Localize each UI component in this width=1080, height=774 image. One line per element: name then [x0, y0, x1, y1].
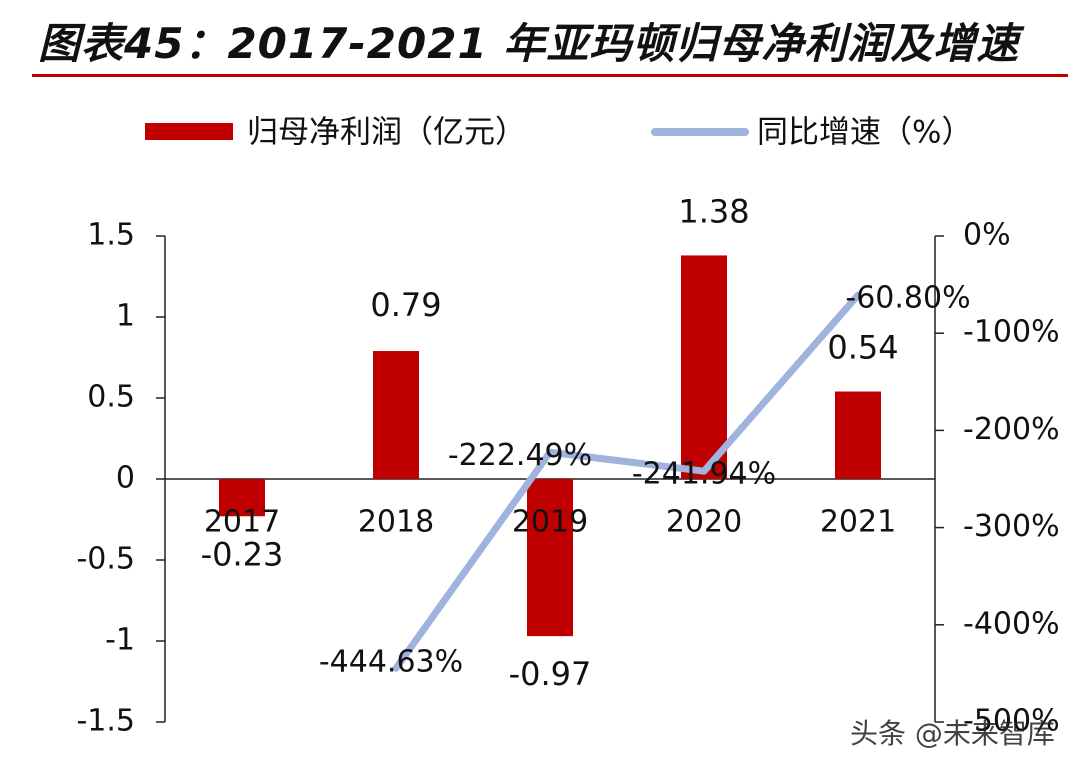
bar-2021	[835, 391, 881, 479]
title-area: 图表45：2017-2021 年亚玛顿归母净利润及增速	[0, 0, 1080, 80]
left-tick-label: -0.5	[76, 542, 135, 577]
right-tick-label: -500%	[963, 704, 1060, 739]
legend: 归母净利润（亿元） 同比增速（%）	[145, 115, 972, 151]
left-tick-label: -1	[105, 623, 135, 658]
right-tick-label: 0%	[963, 218, 1011, 253]
bar-value-label-2021: 0.54	[827, 329, 898, 367]
legend-label-bar: 归母净利润（亿元）	[247, 115, 526, 151]
right-tick-label: -100%	[963, 315, 1060, 350]
bar-series	[219, 255, 881, 637]
right-tick-label: -200%	[963, 412, 1060, 447]
left-tick-label: 1	[116, 299, 135, 334]
growth-line	[392, 291, 862, 672]
line-series	[392, 291, 862, 672]
bar-value-label-2020: 1.38	[678, 192, 749, 230]
right-tick-label: -300%	[963, 509, 1060, 544]
data-labels: 2017 2018 2019 2020 2021 -0.23 0.79 -0.97 1.38 0.…	[201, 192, 971, 693]
axes: 1.5 1 0.5 0 -0.5 -1 -1.5 0% -100% -200% -300% -400%…	[76, 218, 1059, 739]
legend-swatch-bar	[145, 123, 233, 140]
left-tick-label: 1.5	[87, 218, 135, 253]
growth-value-label-2021: -60.80%	[845, 281, 970, 316]
category-label-2019: 2019	[512, 505, 588, 540]
bar-2018	[373, 351, 419, 479]
bar-2019	[527, 479, 573, 637]
bar-value-label-2018: 0.79	[370, 286, 441, 324]
watermark: 头条 @未来智库	[850, 717, 1055, 750]
bar-2020	[681, 255, 727, 479]
bar-value-label-2017: -0.23	[201, 535, 284, 573]
growth-value-label-2019: -222.49%	[448, 438, 592, 473]
category-label-2021: 2021	[820, 505, 896, 540]
legend-label-line: 同比增速（%）	[757, 115, 972, 151]
category-label-2017: 2017	[204, 505, 280, 540]
category-label-2020: 2020	[666, 505, 742, 540]
title-underline	[32, 74, 1068, 77]
left-tick-label: -1.5	[76, 704, 135, 739]
right-tick-label: -400%	[963, 606, 1060, 641]
bar-value-label-2019: -0.97	[509, 655, 592, 693]
growth-value-label-2018: -444.63%	[319, 645, 463, 680]
bar-2017	[219, 479, 265, 517]
growth-value-label-2020: -241.94%	[632, 457, 776, 492]
left-tick-label: 0.5	[87, 380, 135, 415]
left-tick-label: 0	[116, 461, 135, 496]
category-label-2018: 2018	[358, 505, 434, 540]
chart-title: 图表45：2017-2021 年亚玛顿归母净利润及增速	[38, 19, 1020, 68]
